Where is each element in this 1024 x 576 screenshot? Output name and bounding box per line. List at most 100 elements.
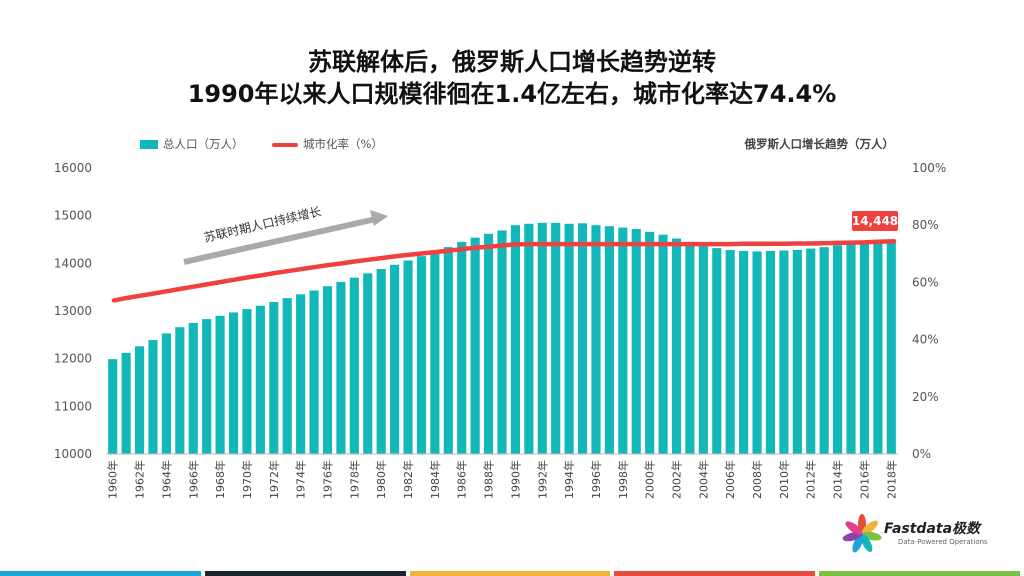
bar-population — [363, 273, 373, 454]
x-tick-label: 1984年 — [428, 460, 442, 499]
bar-population — [161, 333, 171, 454]
y-left-tick-label: 11000 — [54, 399, 92, 413]
x-tick-label: 1978年 — [347, 460, 361, 499]
x-tick-label: 1990年 — [508, 460, 522, 499]
bar-population — [671, 238, 682, 454]
bar-population — [725, 249, 735, 454]
bar-population — [470, 237, 480, 454]
y-left-tick-label: 13000 — [54, 304, 92, 318]
bar-population — [443, 247, 453, 454]
bar-population — [175, 327, 185, 454]
bar-population — [148, 340, 158, 454]
x-tick-label: 1974年 — [294, 460, 308, 499]
chart-title-line2: 1990年以来人口规模徘徊在1.4亿左右，城市化率达74.4% — [187, 80, 837, 108]
annotation-arrow-shaft — [183, 216, 377, 265]
annotation-arrow-text: 苏联时期人口持续增长 — [202, 203, 322, 245]
bar-population — [430, 251, 440, 454]
brand-name: Fastdata极数 — [884, 521, 981, 537]
bar-population — [228, 312, 239, 454]
bar-population — [403, 260, 413, 454]
x-tick-label: 2008年 — [750, 460, 764, 499]
y-right-tick-label: 60% — [912, 275, 939, 289]
bar-population — [416, 256, 427, 454]
x-tick-label: 1964年 — [159, 460, 173, 499]
bar-population — [698, 245, 708, 454]
x-tick-label: 2016年 — [857, 460, 871, 499]
fastdata-logo-icon — [842, 514, 882, 553]
bar-population — [121, 352, 131, 454]
legend-item-population: 总人口（万人） — [140, 136, 244, 152]
bar-population — [551, 222, 561, 454]
footer-color-segment — [204, 571, 406, 576]
bar-population — [712, 248, 722, 454]
chart-right-title: 俄罗斯人口增长趋势（万人） — [744, 137, 895, 151]
bar-population — [618, 227, 628, 454]
y-left-tick-label: 16000 — [54, 161, 92, 175]
bar-population — [765, 250, 776, 454]
bar-population — [806, 248, 816, 454]
annotation-arrow-head-icon — [370, 210, 388, 226]
bar-population — [873, 242, 883, 454]
x-tick-label: 1986年 — [455, 460, 469, 499]
bar-population — [819, 247, 829, 454]
bar-population — [322, 286, 333, 454]
bar-population — [215, 315, 225, 454]
bar-population — [309, 290, 319, 454]
bar-population — [510, 225, 520, 454]
bar-population — [739, 250, 749, 454]
x-tick-label: 1980年 — [374, 460, 388, 499]
bar-population — [484, 233, 494, 454]
bar-population — [242, 309, 252, 454]
bar-population — [631, 229, 641, 454]
bar-population — [685, 241, 695, 454]
bar-population — [202, 319, 212, 454]
legend-swatch-bar — [140, 140, 158, 149]
x-tick-label: 1968年 — [213, 460, 227, 499]
x-tick-label: 2002年 — [670, 460, 684, 499]
bar-population — [846, 244, 856, 454]
x-tick-label: 1988年 — [482, 460, 496, 499]
y-right-tick-label: 80% — [912, 218, 939, 232]
footer-color-segment — [409, 571, 611, 576]
y-left-tick-label: 14000 — [54, 256, 92, 270]
x-tick-label: 2018年 — [884, 460, 898, 499]
bar-population — [792, 249, 802, 454]
y-left-tick-label: 15000 — [54, 209, 92, 223]
bar-population — [349, 277, 359, 454]
x-tick-label: 2004年 — [696, 460, 710, 499]
legend-item-urbanization: 城市化率（%） — [272, 136, 383, 152]
bar-population — [255, 305, 265, 454]
bar-population — [188, 322, 198, 454]
brand-tagline: Data-Powered Operations — [898, 538, 988, 546]
y-right-tick-label: 20% — [912, 390, 939, 404]
x-tick-label: 1998年 — [616, 460, 630, 499]
bar-population — [376, 269, 386, 454]
bar-population — [577, 223, 588, 454]
x-tick-label: 1966年 — [186, 460, 200, 499]
bar-population — [537, 222, 547, 454]
bar-population — [833, 245, 843, 454]
bar-population — [336, 281, 346, 454]
last-value-label-box — [852, 211, 898, 231]
y-right-tick-label: 40% — [912, 333, 939, 347]
x-tick-label: 1982年 — [401, 460, 415, 499]
y-right-tick-label: 0% — [912, 447, 931, 461]
chart-title-line1: 苏联解体后，俄罗斯人口增长趋势逆转 — [308, 48, 716, 76]
bar-population — [591, 225, 601, 454]
bar-population — [134, 346, 145, 454]
bar-population — [564, 223, 574, 454]
bar-population — [296, 294, 306, 454]
x-tick-label: 1972年 — [267, 460, 281, 499]
bar-population — [457, 241, 467, 454]
x-tick-label: 2010年 — [777, 460, 791, 499]
y-left-tick-label: 12000 — [54, 352, 92, 366]
bar-population — [497, 230, 507, 454]
bar-population — [779, 250, 789, 454]
bar-population — [752, 251, 762, 454]
x-tick-label: 1992年 — [535, 460, 549, 499]
x-tick-label: 1976年 — [320, 460, 334, 499]
bar-population — [108, 359, 118, 454]
x-tick-label: 1994年 — [562, 460, 576, 499]
bar-population — [859, 243, 870, 454]
